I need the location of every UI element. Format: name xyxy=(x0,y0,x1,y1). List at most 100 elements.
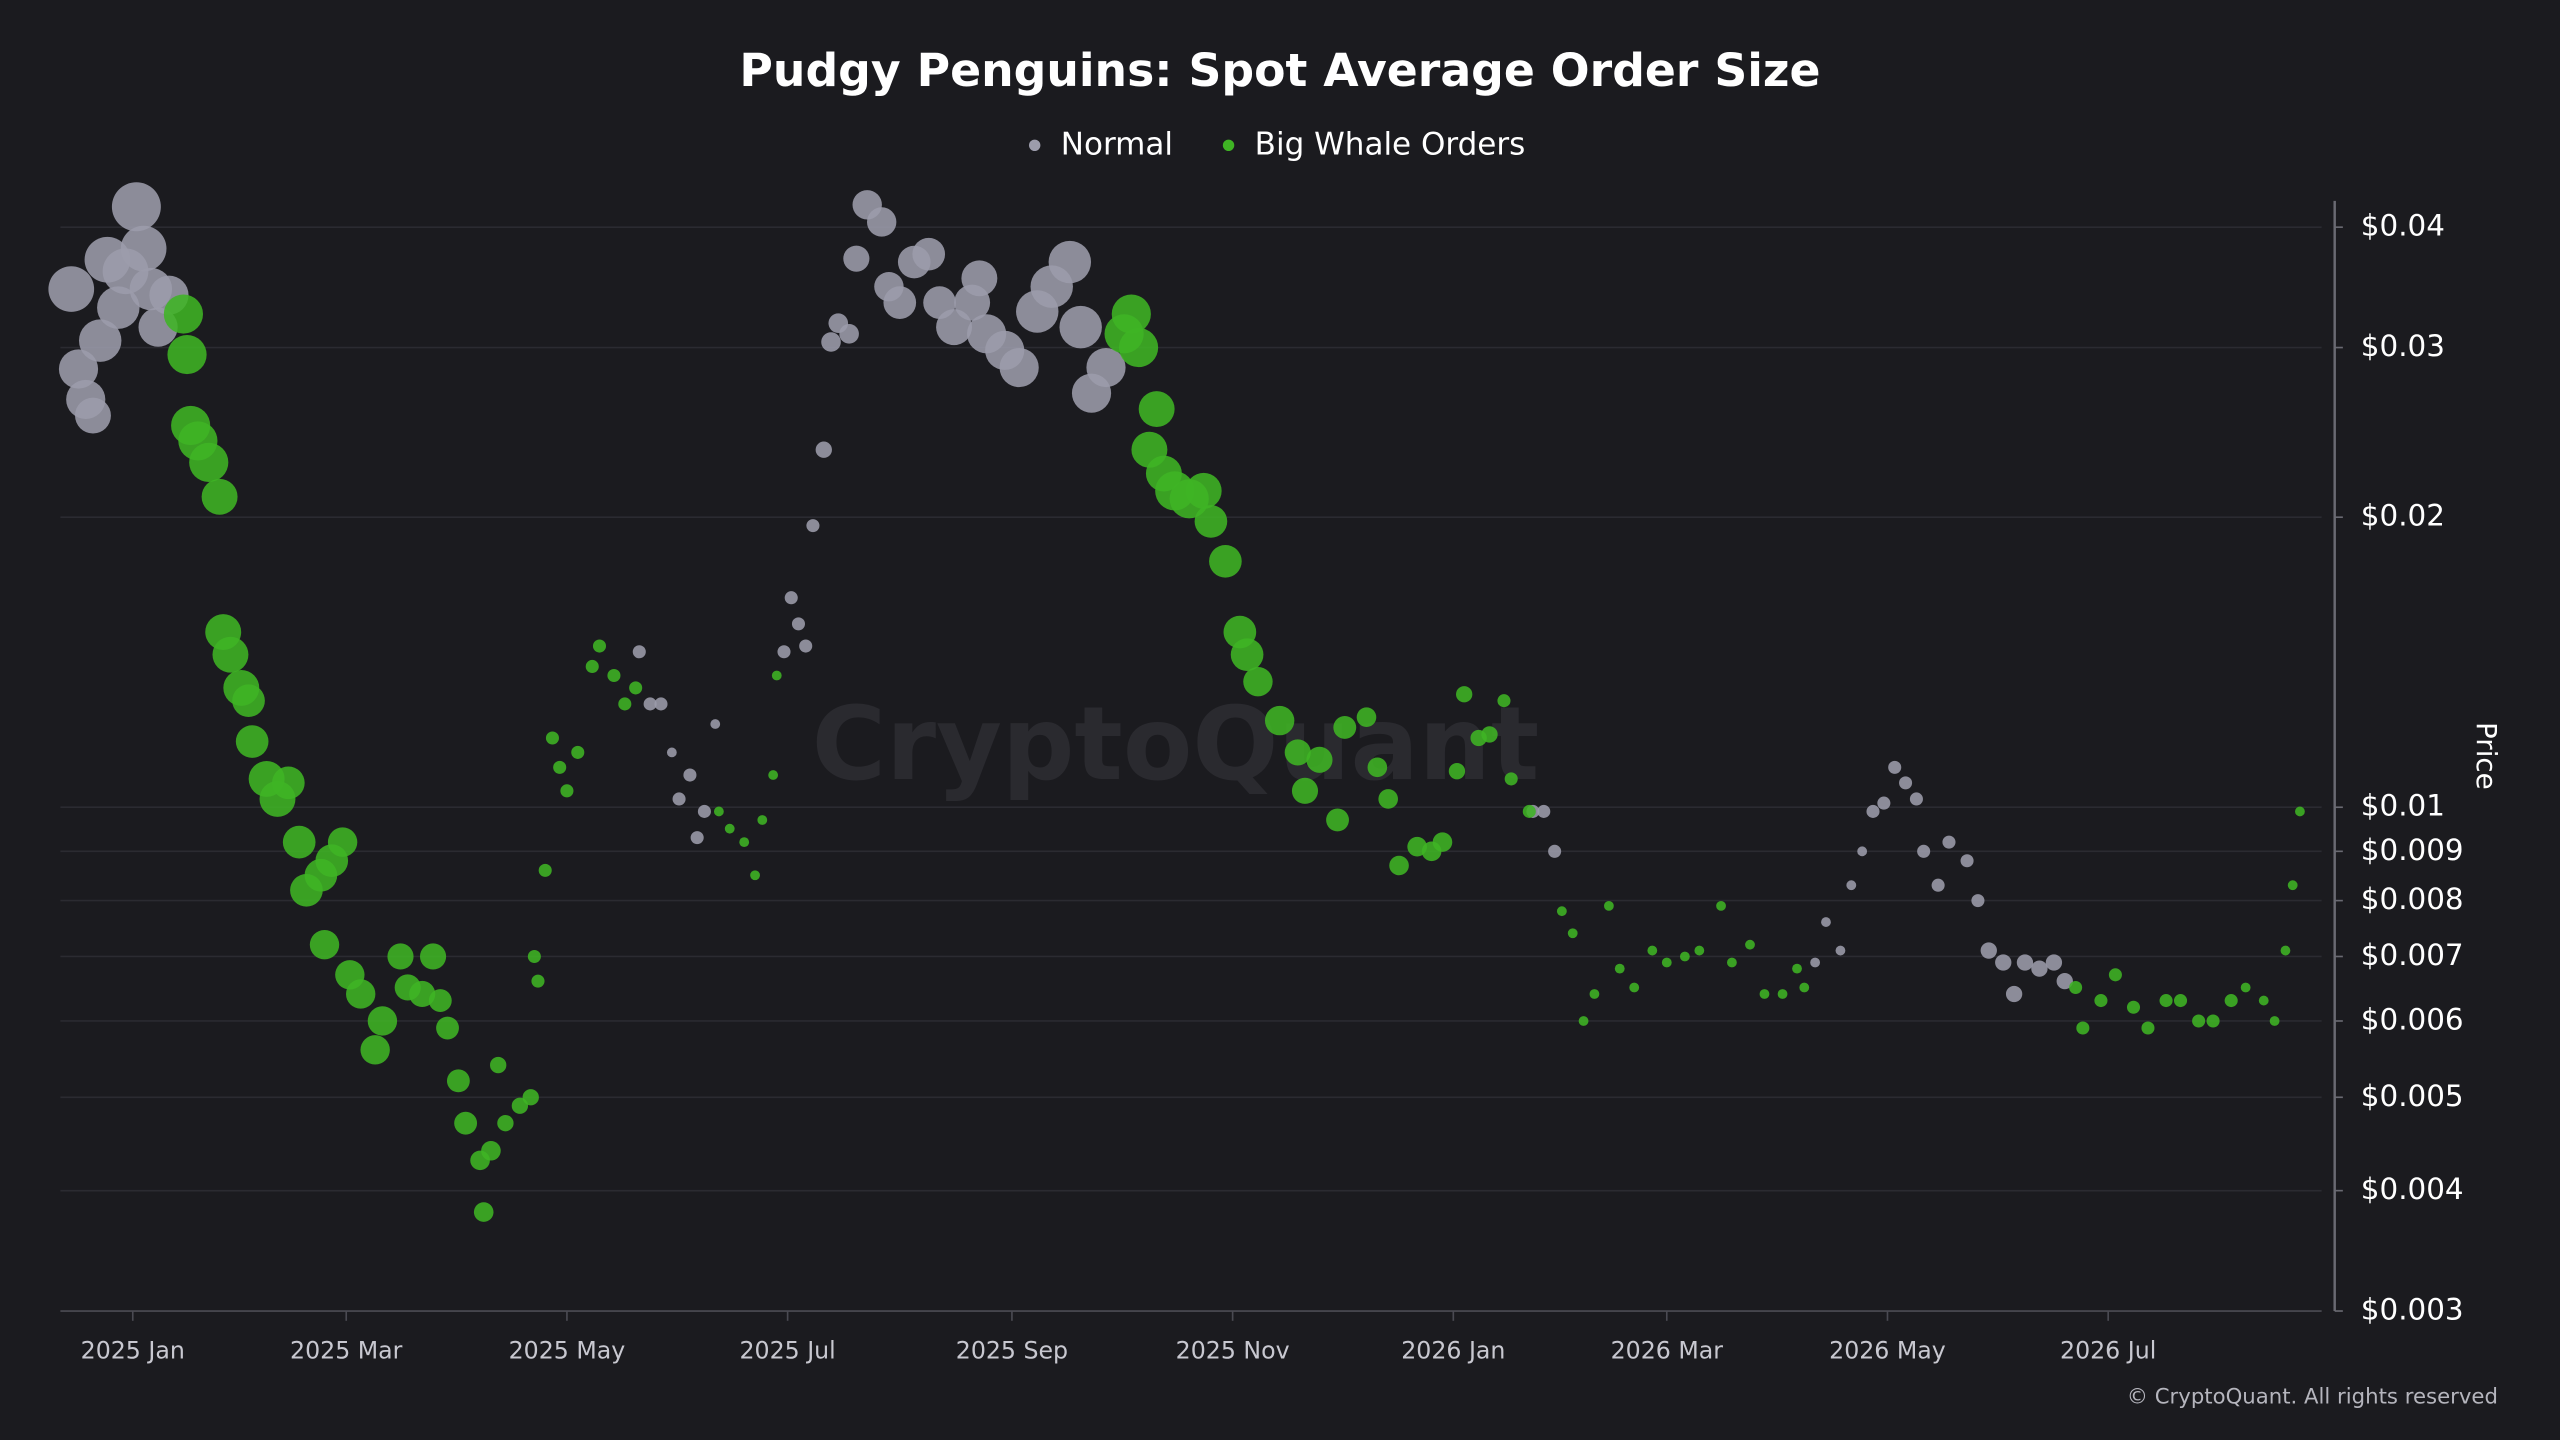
y-tick-label: $0.02 xyxy=(2361,499,2445,533)
bubble xyxy=(750,870,760,881)
y-tick-label: $0.04 xyxy=(2361,209,2445,243)
bubble xyxy=(527,949,541,964)
bubble xyxy=(1995,954,2012,971)
bubble xyxy=(309,930,340,960)
bubble xyxy=(1264,705,1295,736)
bubble xyxy=(232,684,265,718)
bubble xyxy=(777,645,791,659)
bubble xyxy=(2108,968,2122,982)
x-tick-label: 2025 Mar xyxy=(290,1336,403,1364)
bubble xyxy=(1389,855,1409,876)
bubble xyxy=(409,980,436,1008)
bubble xyxy=(2094,994,2108,1008)
legend-label: Big Whale Orders xyxy=(1255,126,1526,162)
legend-label: Normal xyxy=(1061,126,1173,162)
bubble xyxy=(883,286,917,319)
bubble xyxy=(697,804,711,818)
bubble xyxy=(791,617,806,631)
bubble xyxy=(2141,1021,2155,1035)
bubble xyxy=(1980,942,1997,959)
bubble xyxy=(912,237,946,271)
y-tick-label: $0.01 xyxy=(2361,789,2445,823)
bubble xyxy=(1960,854,1974,868)
bubble xyxy=(690,831,704,845)
y-tick-label: $0.03 xyxy=(2361,329,2445,363)
bubble xyxy=(2076,1021,2090,1035)
bubble xyxy=(1810,957,1821,968)
bubble xyxy=(360,1035,390,1065)
bubble xyxy=(1567,928,1578,939)
bubble xyxy=(1835,945,1846,956)
x-tick-label: 2025 Jul xyxy=(739,1336,835,1364)
bubble xyxy=(1578,1016,1589,1026)
bubble xyxy=(419,943,447,970)
bubble xyxy=(2269,1016,2280,1026)
bubble xyxy=(58,349,99,389)
bubble xyxy=(1194,505,1228,538)
bubble xyxy=(2045,954,2063,971)
bubble xyxy=(1971,894,1985,908)
bubble xyxy=(163,294,204,334)
bubble xyxy=(806,519,820,533)
bubble xyxy=(607,668,621,683)
bubble xyxy=(1661,957,1672,968)
bubble xyxy=(1931,878,1945,892)
bubble xyxy=(454,1111,478,1135)
bubble xyxy=(1556,906,1567,917)
bubble xyxy=(2031,960,2048,977)
bubble xyxy=(799,639,813,653)
bubble xyxy=(1548,844,1562,858)
bubble xyxy=(111,182,161,232)
bubble xyxy=(768,770,779,780)
bubble xyxy=(1378,789,1398,809)
bubble xyxy=(282,825,316,859)
bubble xyxy=(1589,989,1600,999)
bubble xyxy=(1694,945,1705,956)
bubble xyxy=(784,591,798,605)
bubble xyxy=(272,766,305,800)
bubble xyxy=(531,974,545,988)
bubble xyxy=(672,792,686,806)
bubble xyxy=(327,827,358,857)
bubble xyxy=(2159,994,2173,1008)
bubble xyxy=(522,1089,539,1106)
bubble xyxy=(724,823,735,834)
legend-marker xyxy=(1028,139,1041,152)
bubble xyxy=(1456,686,1473,703)
x-tick-label: 2026 Mar xyxy=(1611,1336,1724,1364)
bubble xyxy=(497,1115,514,1132)
bubble xyxy=(1243,666,1273,697)
chart-title: Pudgy Penguins: Spot Average Order Size xyxy=(739,44,1820,97)
bubble xyxy=(2224,994,2238,1008)
bubble xyxy=(97,286,140,329)
copyright: © CryptoQuant. All rights reserved xyxy=(2127,1385,2498,1410)
bubble xyxy=(1537,804,1551,818)
bubble xyxy=(120,225,167,272)
bubble xyxy=(1909,792,1923,806)
bubble xyxy=(2295,806,2305,817)
bubble xyxy=(1846,880,1857,891)
bubble xyxy=(235,725,269,758)
bubble xyxy=(1481,726,1498,743)
bubble xyxy=(571,745,585,759)
bubble xyxy=(843,245,870,272)
bubble xyxy=(538,863,552,877)
bubble xyxy=(1448,763,1466,780)
bubble xyxy=(1917,844,1931,858)
bubble xyxy=(2240,982,2251,993)
y-tick-label: $0.005 xyxy=(2361,1079,2464,1113)
bubble xyxy=(821,332,841,352)
bubble xyxy=(1745,939,1755,950)
bubble xyxy=(1432,832,1453,852)
axes: $0.04 $0.03 $0.02 $0.01 $0.009 $0.008 $0.007 $0… xyxy=(60,200,2464,1364)
bubble xyxy=(1716,900,1726,911)
bubble xyxy=(839,324,859,344)
x-tick-label: 2025 Jan xyxy=(81,1336,185,1364)
bubble xyxy=(2056,972,2073,990)
watermark: CryptoQuant xyxy=(812,685,1539,803)
bubble xyxy=(1048,240,1092,284)
y-tick-label: $0.007 xyxy=(2361,938,2464,972)
bubble xyxy=(666,747,677,758)
bubble xyxy=(1284,739,1311,766)
